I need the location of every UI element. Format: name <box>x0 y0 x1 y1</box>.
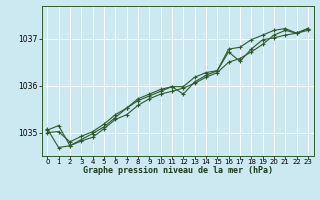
X-axis label: Graphe pression niveau de la mer (hPa): Graphe pression niveau de la mer (hPa) <box>83 166 273 175</box>
